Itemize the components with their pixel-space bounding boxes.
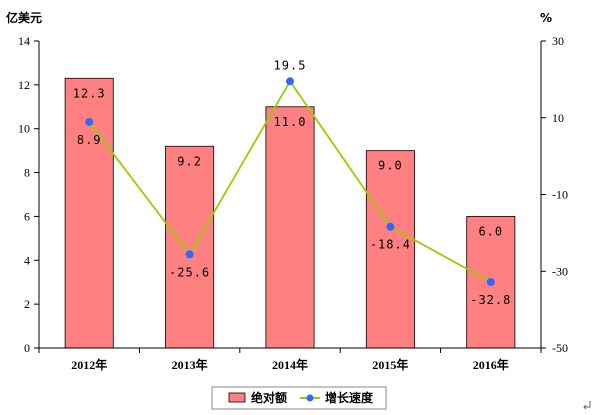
return-mark-icon: [583, 401, 591, 410]
y2-tick-label-4: 30: [552, 34, 564, 48]
y-tick-label-4: 8: [24, 166, 30, 180]
growth-label-4: -32.8: [470, 293, 511, 307]
bar-label-2: 11.0: [274, 115, 307, 129]
bar-label-4: 6.0: [478, 224, 503, 238]
bar-label-3: 9.0: [378, 159, 403, 173]
y-tick-label-0: 0: [24, 341, 30, 355]
growth-label-2: 19.5: [274, 58, 307, 72]
growth-label-1: -25.6: [169, 265, 210, 279]
bar-label-0: 12.3: [73, 86, 106, 100]
bars-layer: [64, 77, 516, 349]
y2-tick-label-2: -10: [552, 188, 568, 202]
y2-axis-title: %: [540, 11, 552, 25]
legend-bar-swatch: [228, 392, 246, 403]
growth-label-0: 8.9: [77, 133, 102, 147]
y-tick-label-3: 6: [24, 209, 30, 223]
legend-line-label: 增长速度: [325, 390, 374, 405]
x-tick-label-1: 2013年: [172, 357, 208, 372]
x-tick-label-3: 2015年: [372, 357, 408, 372]
line-layer: [85, 77, 495, 286]
x-tick-label-0: 2012年: [71, 357, 107, 372]
y-tick-label-2: 4: [24, 253, 30, 267]
legend-marker-swatch: [306, 394, 314, 402]
y2-tick-label-0: -50: [552, 341, 568, 355]
growth-point-2: [286, 77, 294, 86]
x-tick-label-4: 2016年: [473, 357, 509, 372]
y-tick-label-1: 2: [24, 297, 30, 311]
y-tick-label-5: 10: [18, 122, 30, 136]
labels-layer: 12.3 9.2 11.0 9.0 6.0 8.9 -25.6 19.5 -18.4 -32.8: [73, 58, 511, 307]
bar-3: [365, 150, 415, 349]
bar-label-1: 9.2: [177, 154, 202, 168]
growth-point-1: [185, 250, 194, 259]
y-tick-label-7: 14: [18, 34, 30, 48]
growth-label-3: -18.4: [370, 238, 411, 252]
bar-1: [165, 145, 215, 349]
legend-bar-label: 绝对额: [251, 390, 287, 405]
y2-tick-label-1: -30: [552, 264, 568, 278]
growth-point-3: [386, 222, 395, 231]
x-tick-label-2: 2014年: [272, 357, 308, 372]
legend: 绝对额 增长速度: [211, 386, 387, 410]
bar-2: [265, 106, 315, 349]
y-axis-title: 亿美元: [6, 10, 42, 25]
y2-tick-label-3: 10: [552, 111, 564, 125]
legend-box: [211, 386, 387, 410]
axes-layer: 0 2 4 6 8 10 12 14 -50 -30 -10 10 30 2012年 2013年 2014年 2…: [18, 34, 568, 372]
growth-point-0: [85, 117, 94, 126]
y-tick-label-6: 12: [18, 78, 30, 92]
growth-point-4: [486, 277, 495, 286]
